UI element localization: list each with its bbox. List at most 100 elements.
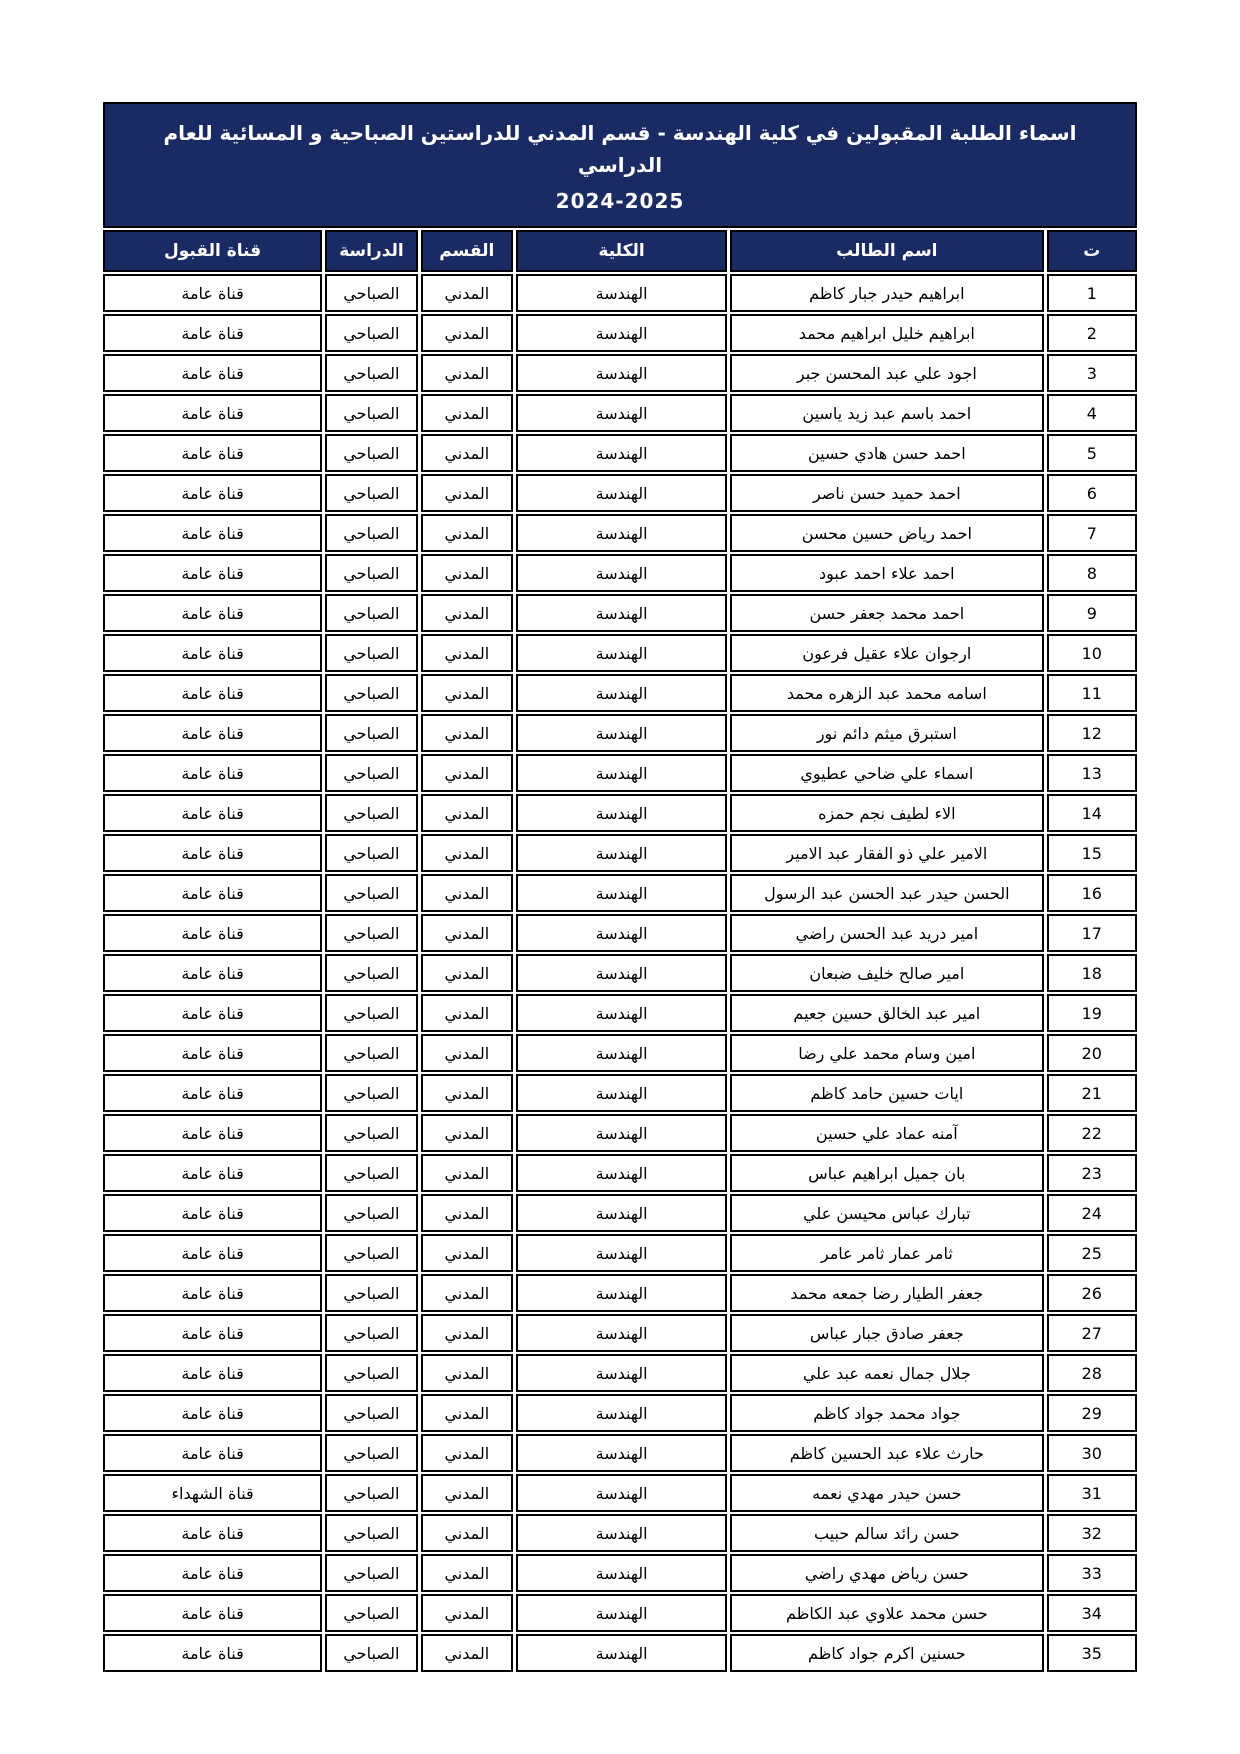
cell-name: جعفر الطيار رضا جمعه محمد bbox=[730, 1274, 1044, 1312]
cell-college: الهندسة bbox=[516, 474, 728, 512]
cell-dept: المدني bbox=[420, 874, 514, 912]
cell-dept: المدني bbox=[420, 1634, 514, 1672]
cell-name: ارجوان علاء عقيل فرعون bbox=[730, 634, 1044, 672]
cell-no: 26 bbox=[1046, 1274, 1137, 1312]
cell-dept: المدني bbox=[420, 754, 514, 792]
table-row: 26 جعفر الطيار رضا جمعه محمد الهندسة المدني… bbox=[103, 1274, 1137, 1312]
table-row: 23 بان جميل ابراهيم عباس الهندسة المدني الصب… bbox=[103, 1154, 1137, 1192]
cell-name: امير صالح خليف ضبعان bbox=[730, 954, 1044, 992]
table-row: 8 احمد علاء احمد عبود الهندسة المدني الصباحي… bbox=[103, 554, 1137, 592]
cell-name: ابراهيم خليل ابراهيم محمد bbox=[730, 314, 1044, 352]
table-row: 29 جواد محمد جواد كاظم الهندسة المدني الصباح… bbox=[103, 1394, 1137, 1432]
cell-no: 21 bbox=[1046, 1074, 1137, 1112]
table-row: 17 امير دريد عبد الحسن راضي الهندسة المدني ا… bbox=[103, 914, 1137, 952]
cell-name: بان جميل ابراهيم عباس bbox=[730, 1154, 1044, 1192]
cell-no: 19 bbox=[1046, 994, 1137, 1032]
cell-no: 1 bbox=[1046, 274, 1137, 312]
cell-study: الصباحي bbox=[325, 1394, 418, 1432]
table-row: 3 اجود علي عبد المحسن جبر الهندسة المدني الص… bbox=[103, 354, 1137, 392]
cell-study: الصباحي bbox=[325, 794, 418, 832]
header-row: ت اسم الطالب الكلية القسم الدراسة قناة ا… bbox=[103, 230, 1137, 272]
cell-channel: قناة عامة bbox=[103, 1554, 323, 1592]
cell-dept: المدني bbox=[420, 1594, 514, 1632]
cell-dept: المدني bbox=[420, 1514, 514, 1552]
cell-channel: قناة عامة bbox=[103, 314, 323, 352]
cell-study: الصباحي bbox=[325, 1354, 418, 1392]
cell-name: احمد حسن هادي حسين bbox=[730, 434, 1044, 472]
column-header-college: الكلية bbox=[516, 230, 728, 272]
cell-channel: قناة عامة bbox=[103, 1114, 323, 1152]
cell-channel: قناة عامة bbox=[103, 994, 323, 1032]
cell-channel: قناة عامة bbox=[103, 594, 323, 632]
cell-name: الاء لطيف نجم حمزه bbox=[730, 794, 1044, 832]
cell-name: حارث علاء عبد الحسين كاظم bbox=[730, 1434, 1044, 1472]
cell-study: الصباحي bbox=[325, 474, 418, 512]
cell-channel: قناة عامة bbox=[103, 1634, 323, 1672]
cell-no: 33 bbox=[1046, 1554, 1137, 1592]
cell-study: الصباحي bbox=[325, 1634, 418, 1672]
cell-channel: قناة عامة bbox=[103, 1194, 323, 1232]
cell-college: الهندسة bbox=[516, 274, 728, 312]
cell-college: الهندسة bbox=[516, 674, 728, 712]
cell-college: الهندسة bbox=[516, 754, 728, 792]
cell-channel: قناة عامة bbox=[103, 514, 323, 552]
cell-channel: قناة عامة bbox=[103, 914, 323, 952]
cell-dept: المدني bbox=[420, 954, 514, 992]
cell-college: الهندسة bbox=[516, 1274, 728, 1312]
cell-name: اجود علي عبد المحسن جبر bbox=[730, 354, 1044, 392]
cell-dept: المدني bbox=[420, 1474, 514, 1512]
table-row: 12 استبرق ميثم دائم نور الهندسة المدني الصبا… bbox=[103, 714, 1137, 752]
cell-channel: قناة عامة bbox=[103, 274, 323, 312]
cell-college: الهندسة bbox=[516, 634, 728, 672]
table-row: 6 احمد حميد حسن ناصر الهندسة المدني الصباحي ق… bbox=[103, 474, 1137, 512]
cell-college: الهندسة bbox=[516, 834, 728, 872]
cell-dept: المدني bbox=[420, 794, 514, 832]
cell-college: الهندسة bbox=[516, 954, 728, 992]
cell-channel: قناة عامة bbox=[103, 674, 323, 712]
cell-dept: المدني bbox=[420, 1394, 514, 1432]
cell-study: الصباحي bbox=[325, 1234, 418, 1272]
table-row: 11 اسامه محمد عبد الزهره محمد الهندسة المدن… bbox=[103, 674, 1137, 712]
cell-dept: المدني bbox=[420, 1194, 514, 1232]
cell-name: آمنه عماد علي حسين bbox=[730, 1114, 1044, 1152]
cell-name: احمد حميد حسن ناصر bbox=[730, 474, 1044, 512]
cell-dept: المدني bbox=[420, 834, 514, 872]
cell-study: الصباحي bbox=[325, 634, 418, 672]
cell-channel: قناة عامة bbox=[103, 714, 323, 752]
cell-no: 32 bbox=[1046, 1514, 1137, 1552]
table-row: 10 ارجوان علاء عقيل فرعون الهندسة المدني الص… bbox=[103, 634, 1137, 672]
table-row: 28 جلال جمال نعمه عبد علي الهندسة المدني الص… bbox=[103, 1354, 1137, 1392]
cell-channel: قناة عامة bbox=[103, 794, 323, 832]
cell-study: الصباحي bbox=[325, 1434, 418, 1472]
cell-dept: المدني bbox=[420, 474, 514, 512]
cell-no: 17 bbox=[1046, 914, 1137, 952]
column-header-number: ت bbox=[1046, 230, 1137, 272]
table-row: 9 احمد محمد جعفر حسن الهندسة المدني الصباحي ق… bbox=[103, 594, 1137, 632]
cell-name: حسنين اكرم جواد كاظم bbox=[730, 1634, 1044, 1672]
cell-channel: قناة عامة bbox=[103, 434, 323, 472]
cell-study: الصباحي bbox=[325, 314, 418, 352]
cell-college: الهندسة bbox=[516, 1474, 728, 1512]
table-row: 18 امير صالح خليف ضبعان الهندسة المدني الصبا… bbox=[103, 954, 1137, 992]
cell-dept: المدني bbox=[420, 714, 514, 752]
cell-dept: المدني bbox=[420, 554, 514, 592]
cell-no: 31 bbox=[1046, 1474, 1137, 1512]
cell-channel: قناة عامة bbox=[103, 394, 323, 432]
cell-no: 11 bbox=[1046, 674, 1137, 712]
cell-college: الهندسة bbox=[516, 1394, 728, 1432]
cell-study: الصباحي bbox=[325, 1074, 418, 1112]
cell-no: 5 bbox=[1046, 434, 1137, 472]
cell-study: الصباحي bbox=[325, 954, 418, 992]
cell-name: احمد محمد جعفر حسن bbox=[730, 594, 1044, 632]
cell-study: الصباحي bbox=[325, 1194, 418, 1232]
cell-name: جلال جمال نعمه عبد علي bbox=[730, 1354, 1044, 1392]
table-row: 5 احمد حسن هادي حسين الهندسة المدني الصباحي ق… bbox=[103, 434, 1137, 472]
cell-channel: قناة عامة bbox=[103, 754, 323, 792]
cell-no: 2 bbox=[1046, 314, 1137, 352]
cell-dept: المدني bbox=[420, 674, 514, 712]
cell-study: الصباحي bbox=[325, 674, 418, 712]
cell-dept: المدني bbox=[420, 1234, 514, 1272]
table-row: 25 ثامر عمار ثامر عامر الهندسة المدني الصباح… bbox=[103, 1234, 1137, 1272]
cell-name: اسماء علي ضاحي عطيوي bbox=[730, 754, 1044, 792]
